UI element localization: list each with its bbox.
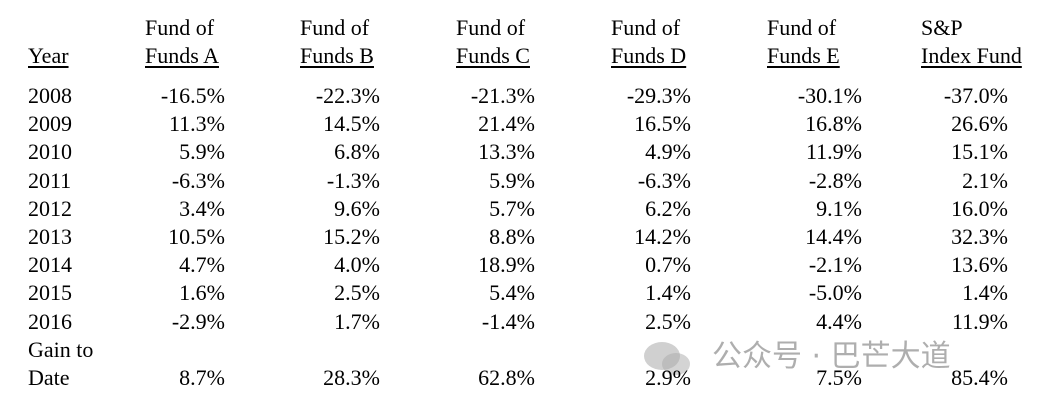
value-cell: -16.5% (160, 83, 225, 108)
year-cell: 2013 (28, 224, 72, 249)
value-cell: 2.1% (962, 167, 1008, 193)
value-cell: 1.7% (334, 308, 380, 334)
column-header: Funds A (145, 43, 219, 68)
value-cell: 1.4% (645, 280, 691, 306)
value-cell: 2.5% (334, 280, 380, 306)
total-cell: 28.3% (323, 364, 380, 390)
value-cell: 14.5% (323, 111, 380, 137)
value-cell: 11.3% (168, 111, 225, 137)
total-label: Date (28, 364, 70, 390)
value-cell: 14.2% (634, 224, 691, 249)
value-cell: 9.6% (334, 195, 380, 221)
value-cell: -2.8% (808, 167, 862, 193)
column-header: Fund of (767, 15, 837, 40)
column-header: Index Fund (921, 43, 1022, 68)
value-cell: -2.1% (808, 252, 862, 278)
value-cell: 1.6% (179, 280, 225, 306)
value-cell: 5.4% (489, 280, 535, 306)
value-cell: 16.8% (805, 111, 862, 137)
value-cell: -29.3% (626, 83, 691, 108)
value-cell: -22.3% (315, 83, 380, 108)
year-cell: 2010 (28, 139, 72, 165)
value-cell: 11.9% (805, 139, 862, 165)
value-cell: -1.3% (326, 167, 380, 193)
value-cell: 4.7% (179, 252, 225, 278)
value-cell: -37.0% (943, 83, 1008, 108)
value-cell: 15.1% (951, 139, 1008, 165)
value-cell: 11.9% (951, 308, 1008, 334)
value-cell: -30.1% (797, 83, 862, 108)
value-cell: -2.9% (171, 308, 225, 334)
value-cell: 15.2% (323, 224, 380, 249)
value-cell: 6.8% (334, 139, 380, 165)
value-cell: 1.4% (962, 280, 1008, 306)
value-cell: -5.0% (808, 280, 862, 306)
total-cell: 2.9% (645, 364, 691, 390)
value-cell: 13.3% (478, 139, 535, 165)
value-cell: 6.2% (645, 195, 691, 221)
value-cell: 13.6% (951, 252, 1008, 278)
total-cell: 62.8% (478, 364, 535, 390)
value-cell: 32.3% (951, 224, 1008, 249)
value-cell: -6.3% (171, 167, 225, 193)
total-cell: 85.4% (951, 364, 1008, 390)
year-cell: 2014 (28, 252, 72, 278)
column-header: Funds C (456, 43, 530, 68)
total-cell: 7.5% (816, 364, 862, 390)
total-label: Gain to (28, 336, 94, 362)
year-cell: 2011 (28, 167, 72, 193)
column-header: Fund of (611, 15, 681, 40)
column-header: Funds D (611, 43, 687, 68)
column-header: Funds B (300, 43, 374, 68)
value-cell: -1.4% (481, 308, 535, 334)
value-cell: 5.9% (489, 167, 535, 193)
column-header: S&P (921, 15, 963, 40)
column-header: Fund of (145, 15, 215, 40)
column-header: Fund of (456, 15, 526, 40)
wechat-icon (644, 342, 690, 375)
value-cell: -6.3% (637, 167, 691, 193)
value-cell: 4.0% (334, 252, 380, 278)
year-cell: 2012 (28, 195, 72, 221)
value-cell: 18.9% (478, 252, 535, 278)
value-cell: 4.4% (816, 308, 862, 334)
value-cell: 21.4% (478, 111, 535, 137)
year-cell: 2015 (28, 280, 72, 306)
year-cell: 2016 (28, 308, 72, 334)
value-cell: 8.8% (489, 224, 535, 249)
value-cell: 26.6% (951, 111, 1008, 137)
total-cell: 8.7% (179, 364, 225, 390)
value-cell: 16.5% (634, 111, 691, 137)
value-cell: 10.5% (168, 224, 225, 249)
column-header: Funds E (767, 43, 840, 68)
year-cell: 2008 (28, 83, 72, 108)
column-header: Year (28, 43, 69, 68)
value-cell: 4.9% (645, 139, 691, 165)
value-cell: 5.9% (179, 139, 225, 165)
value-cell: 2.5% (645, 308, 691, 334)
value-cell: 16.0% (951, 195, 1008, 221)
value-cell: 0.7% (645, 252, 691, 278)
value-cell: 14.4% (805, 224, 862, 249)
watermark: 公众号 · 巴芒大道 (712, 339, 951, 374)
value-cell: 9.1% (816, 195, 862, 221)
year-cell: 2009 (28, 111, 72, 137)
value-cell: 3.4% (179, 195, 225, 221)
column-header: Fund of (300, 15, 370, 40)
value-cell: 5.7% (489, 195, 535, 221)
value-cell: -21.3% (470, 83, 535, 108)
